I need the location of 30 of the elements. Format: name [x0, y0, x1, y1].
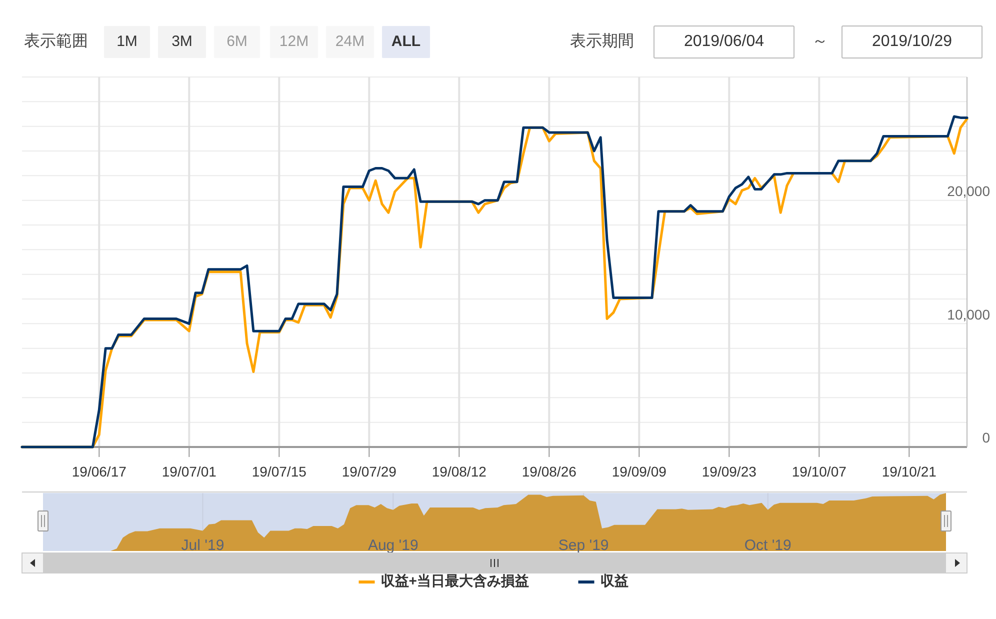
x-tick-label: Jul '19 [181, 536, 224, 554]
y-tick-label: 20,000 [947, 183, 990, 200]
text: 2019/06/04 [684, 33, 764, 50]
x-tick-label: 19/06/17 [72, 464, 127, 480]
x-tick-label: 19/07/01 [162, 464, 217, 480]
x-tick-label: 19/08/12 [432, 464, 487, 480]
x-tick-label: 19/07/15 [252, 464, 307, 480]
x-tick-label: 19/10/07 [792, 464, 847, 480]
x-tick-label: Oct '19 [744, 536, 792, 554]
text: 6M [226, 32, 248, 50]
text: 表示範囲 [24, 32, 88, 50]
text: 3M [172, 32, 192, 50]
text: ～ [812, 33, 828, 50]
legend-label: 収益 [600, 572, 628, 589]
text: ALL [391, 32, 421, 50]
x-tick-label: 19/10/21 [882, 464, 937, 480]
text: 2019/10/29 [872, 33, 952, 50]
legend-label: 収益+当日最大含み損益 [380, 572, 529, 589]
x-tick-label: 19/09/23 [702, 464, 757, 480]
x-tick-label: Sep '19 [558, 536, 609, 554]
y-tick-label: 0 [982, 430, 990, 446]
text: 1M [116, 32, 138, 50]
text: 24M [335, 32, 365, 50]
text: 表示期間 [570, 32, 634, 50]
y-tick-label: 10,000 [947, 306, 990, 322]
x-tick-label: 19/08/26 [522, 464, 577, 480]
text: 12M [279, 32, 309, 50]
x-tick-label: 19/09/09 [612, 464, 667, 480]
x-tick-label: 19/07/29 [342, 464, 397, 480]
x-tick-label: Aug '19 [368, 536, 418, 554]
